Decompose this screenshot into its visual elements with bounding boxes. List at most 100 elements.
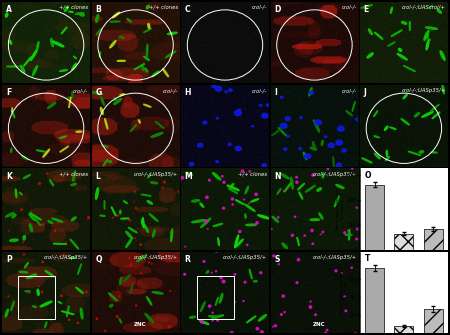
Ellipse shape: [211, 272, 212, 273]
Ellipse shape: [31, 49, 37, 60]
Ellipse shape: [88, 217, 90, 219]
Ellipse shape: [32, 66, 37, 76]
Ellipse shape: [145, 313, 153, 323]
Ellipse shape: [338, 126, 344, 131]
Ellipse shape: [284, 148, 287, 150]
Ellipse shape: [140, 244, 142, 245]
Ellipse shape: [218, 238, 219, 246]
Ellipse shape: [258, 315, 266, 321]
Ellipse shape: [356, 238, 357, 240]
Ellipse shape: [280, 314, 282, 315]
Bar: [423, 309, 443, 333]
Ellipse shape: [61, 27, 67, 34]
Ellipse shape: [141, 194, 151, 196]
Ellipse shape: [320, 234, 321, 235]
Text: Q: Q: [95, 255, 102, 264]
Ellipse shape: [153, 229, 155, 237]
Ellipse shape: [134, 64, 144, 70]
Ellipse shape: [261, 331, 263, 333]
Ellipse shape: [401, 21, 407, 24]
Ellipse shape: [12, 111, 15, 118]
Ellipse shape: [99, 52, 100, 57]
Ellipse shape: [25, 291, 30, 292]
Ellipse shape: [243, 300, 244, 302]
Ellipse shape: [73, 56, 77, 59]
Bar: [394, 234, 414, 250]
Ellipse shape: [144, 104, 151, 107]
Ellipse shape: [69, 97, 71, 108]
Ellipse shape: [108, 293, 117, 301]
Ellipse shape: [200, 203, 204, 207]
Ellipse shape: [315, 314, 316, 316]
Ellipse shape: [30, 212, 32, 217]
Ellipse shape: [189, 162, 194, 166]
Text: C: C: [184, 5, 190, 14]
Ellipse shape: [313, 120, 320, 131]
Ellipse shape: [346, 111, 352, 116]
Ellipse shape: [299, 192, 303, 199]
Ellipse shape: [96, 14, 99, 22]
Ellipse shape: [208, 180, 210, 181]
Ellipse shape: [90, 91, 103, 94]
Ellipse shape: [397, 54, 407, 60]
Ellipse shape: [256, 222, 258, 224]
Text: crol-/-: crol-/-: [73, 88, 88, 93]
Ellipse shape: [209, 316, 218, 318]
Ellipse shape: [48, 103, 56, 109]
Ellipse shape: [440, 51, 445, 60]
Ellipse shape: [238, 109, 241, 111]
Ellipse shape: [278, 217, 279, 218]
Ellipse shape: [27, 274, 36, 278]
Ellipse shape: [71, 183, 76, 186]
Ellipse shape: [42, 261, 44, 263]
Ellipse shape: [129, 219, 130, 221]
Ellipse shape: [68, 319, 70, 320]
Ellipse shape: [37, 42, 39, 50]
Ellipse shape: [243, 199, 244, 200]
Ellipse shape: [198, 143, 203, 147]
Ellipse shape: [245, 204, 255, 211]
Ellipse shape: [163, 181, 166, 183]
Ellipse shape: [155, 121, 164, 129]
Text: crol-/-: crol-/-: [252, 88, 267, 93]
Text: L: L: [95, 172, 100, 181]
Ellipse shape: [151, 132, 163, 137]
Ellipse shape: [391, 30, 402, 37]
Ellipse shape: [170, 290, 171, 291]
Ellipse shape: [100, 108, 103, 115]
Ellipse shape: [296, 177, 297, 178]
Ellipse shape: [116, 316, 118, 317]
Ellipse shape: [285, 117, 290, 121]
Ellipse shape: [22, 156, 28, 160]
Ellipse shape: [357, 228, 359, 230]
Text: crol-/-: crol-/-: [252, 5, 267, 10]
Ellipse shape: [217, 320, 219, 321]
Ellipse shape: [65, 6, 68, 11]
Ellipse shape: [23, 175, 30, 179]
Ellipse shape: [278, 128, 287, 136]
Ellipse shape: [52, 225, 53, 226]
Ellipse shape: [336, 185, 344, 189]
Ellipse shape: [25, 263, 28, 268]
Ellipse shape: [374, 136, 379, 138]
Ellipse shape: [312, 174, 314, 176]
Ellipse shape: [67, 306, 69, 317]
Ellipse shape: [23, 236, 26, 240]
Ellipse shape: [271, 128, 282, 136]
Ellipse shape: [296, 181, 298, 183]
Ellipse shape: [309, 91, 313, 94]
Ellipse shape: [148, 23, 150, 28]
Ellipse shape: [150, 182, 158, 184]
Ellipse shape: [11, 301, 14, 311]
Ellipse shape: [215, 86, 222, 91]
Text: crol-/-;UASp35/+: crol-/-;UASp35/+: [223, 255, 267, 260]
Ellipse shape: [203, 261, 205, 262]
Ellipse shape: [294, 216, 296, 217]
Ellipse shape: [120, 94, 125, 95]
Ellipse shape: [108, 160, 112, 162]
Ellipse shape: [297, 237, 299, 246]
Ellipse shape: [42, 224, 44, 226]
Ellipse shape: [334, 196, 339, 207]
Text: crol-/-;UASp35/+: crol-/-;UASp35/+: [134, 172, 178, 177]
Ellipse shape: [216, 271, 217, 272]
